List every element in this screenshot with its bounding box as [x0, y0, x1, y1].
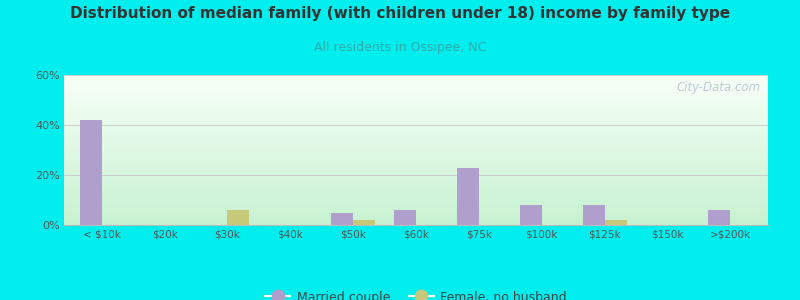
Bar — [605, 220, 626, 225]
Bar — [394, 210, 416, 225]
Text: Distribution of median family (with children under 18) income by family type: Distribution of median family (with chil… — [70, 6, 730, 21]
Bar — [582, 205, 605, 225]
Bar — [520, 205, 542, 225]
Text: City-Data.com: City-Data.com — [677, 81, 761, 94]
Bar — [353, 220, 375, 225]
Bar — [80, 120, 102, 225]
Legend: Married couple, Female, no husband: Married couple, Female, no husband — [260, 286, 572, 300]
Bar — [331, 212, 353, 225]
Text: All residents in Ossipee, NC: All residents in Ossipee, NC — [314, 40, 486, 53]
Bar — [227, 210, 250, 225]
Bar — [457, 167, 479, 225]
Bar — [708, 210, 730, 225]
